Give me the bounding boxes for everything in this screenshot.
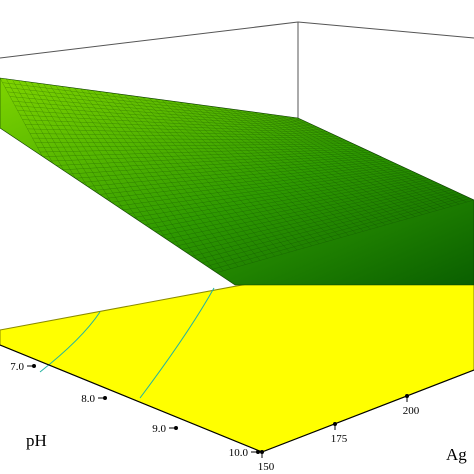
base-axes bbox=[0, 344, 474, 453]
ph-tick-label: 8.0 bbox=[81, 393, 95, 405]
ag-tick-label: 175 bbox=[331, 433, 348, 445]
ph-axis-line bbox=[0, 344, 263, 453]
ag-tick-dot bbox=[333, 422, 337, 426]
ph-tick-dot bbox=[32, 364, 36, 368]
ph-tick-label: 9.0 bbox=[152, 423, 166, 435]
contour-line-2 bbox=[139, 287, 215, 399]
surface-fill bbox=[0, 77, 474, 286]
ph-tick-dot bbox=[256, 450, 260, 454]
x-axis-title: pH bbox=[26, 431, 47, 450]
mesh-line bbox=[266, 113, 438, 211]
ph-tick-dot bbox=[174, 426, 178, 430]
ph-tick-label: 7.0 bbox=[10, 361, 24, 373]
floor-contours bbox=[39, 287, 215, 399]
ag-axis-line bbox=[261, 369, 474, 453]
floor-plane bbox=[0, 281, 474, 453]
ag-tick-label: 200 bbox=[403, 405, 420, 417]
mesh-line bbox=[273, 114, 445, 209]
mesh-line bbox=[285, 116, 460, 205]
mesh-line bbox=[291, 117, 467, 203]
frame-right-top bbox=[297, 21, 474, 39]
ph-tick-dot bbox=[103, 396, 107, 400]
mesh-line bbox=[260, 112, 430, 213]
y-axis-title: Ag bbox=[446, 445, 467, 464]
ag-ticks: 150 175 200 bbox=[258, 394, 420, 473]
mesh-line bbox=[279, 115, 452, 207]
ag-tick-dot bbox=[260, 450, 264, 454]
mesh-line bbox=[297, 117, 474, 201]
ag-tick-label: 150 bbox=[258, 461, 275, 473]
mesh-line bbox=[254, 112, 423, 215]
ph-ticks: 7.0 8.0 9.0 10.0 bbox=[10, 361, 260, 459]
response-surface bbox=[0, 77, 474, 286]
ph-tick-label: 10.0 bbox=[229, 447, 249, 459]
ag-tick-dot bbox=[405, 394, 409, 398]
frame-back-top bbox=[0, 21, 299, 59]
contour-line-1 bbox=[39, 311, 101, 373]
